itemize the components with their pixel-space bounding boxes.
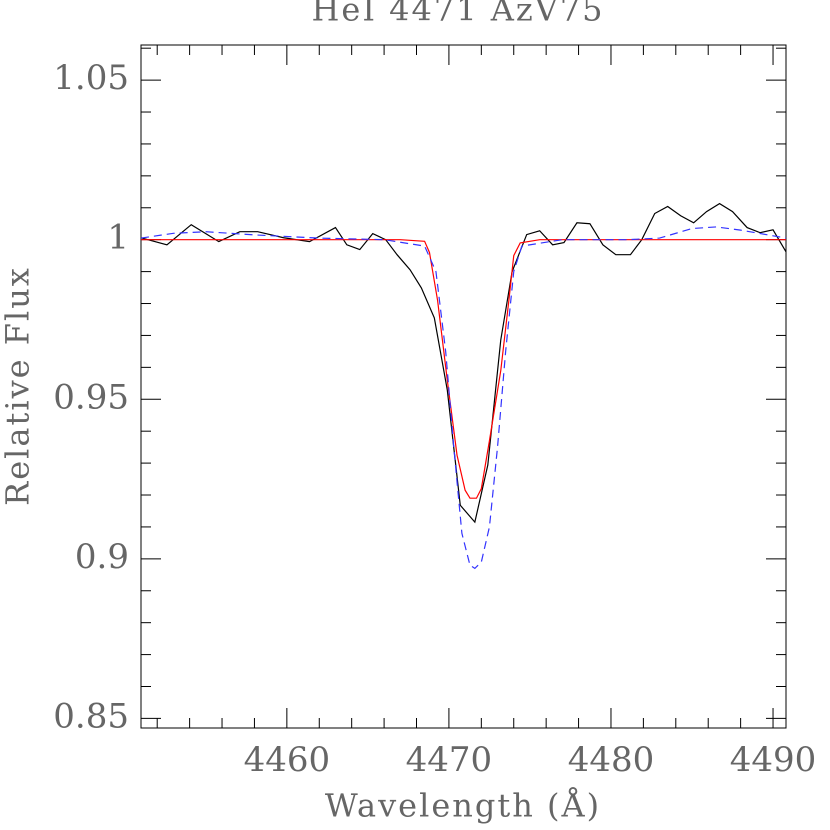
x-tick-label: 4460 <box>244 740 331 780</box>
series-line <box>140 202 787 524</box>
y-tick-label: 1.05 <box>53 58 129 98</box>
y-tick-label: 0.85 <box>53 696 129 736</box>
series-line <box>141 239 786 499</box>
y-tick-label: 0.95 <box>53 377 129 417</box>
y-axis-label: Relative Flux <box>0 266 37 506</box>
y-tick-label: 0.9 <box>75 537 129 577</box>
plot-frame <box>140 44 787 729</box>
x-tick-label: 4470 <box>406 740 493 780</box>
y-tick-label: 1 <box>107 218 129 258</box>
x-axis-label: Wavelength (Å) <box>325 787 601 825</box>
series-line <box>140 226 787 570</box>
x-tick-label: 4480 <box>568 740 655 780</box>
chart-title: HeI 4471 AzV75 <box>311 0 604 29</box>
x-tick-label: 4490 <box>730 740 817 780</box>
